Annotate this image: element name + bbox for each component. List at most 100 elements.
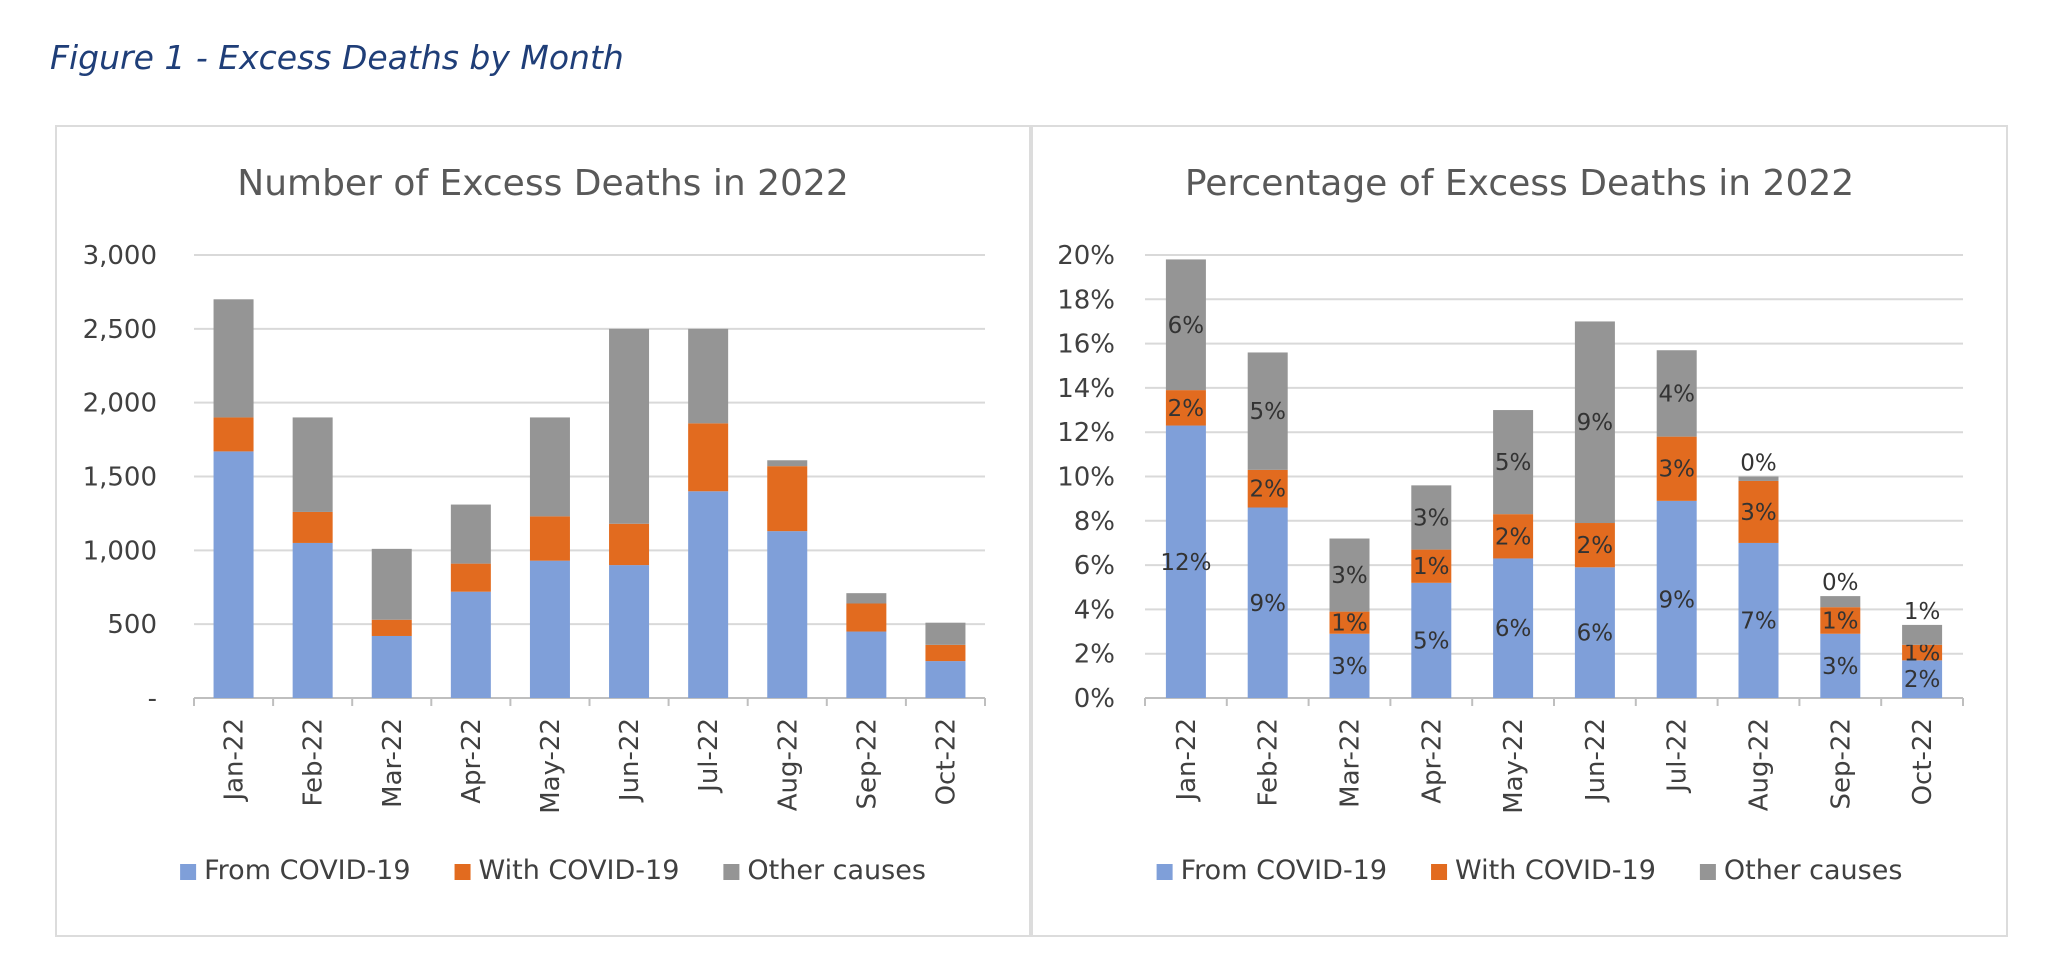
data-label-from-covid-19-jun-22: 6% (1577, 621, 1614, 647)
y-tick-label: 4% (1074, 595, 1115, 625)
y-tick-label: 6% (1074, 551, 1115, 581)
x-tick-label: Oct-22 (931, 718, 961, 805)
chart-title: Number of Excess Deaths in 2022 (237, 163, 848, 204)
data-label-from-covid-19-sep-22: 3% (1822, 654, 1859, 680)
x-tick-label: Sep-22 (852, 718, 882, 809)
bar-from-covid-19-aug-22 (1738, 542, 1779, 698)
legend-label-with-covid-19: With COVID-19 (479, 855, 680, 886)
bar-with-covid-19-sep-22 (846, 603, 887, 632)
x-tick-label: Aug-22 (773, 718, 803, 811)
y-tick-label: 18% (1057, 285, 1115, 315)
data-label-from-covid-19-mar-22: 3% (1331, 654, 1368, 680)
bar-from-covid-19-jun-22 (1574, 567, 1615, 698)
y-tick-label: 10% (1057, 463, 1115, 493)
y-tick-label: 20% (1057, 241, 1115, 271)
x-tick-label: Jan-22 (220, 718, 250, 803)
data-label-with-covid-19-sep-22: 1% (1822, 608, 1859, 634)
x-tick-label: Jan-22 (1172, 718, 1202, 803)
bar-other-causes-jan-22 (213, 299, 254, 418)
bar-with-covid-19-aug-22 (767, 466, 808, 532)
bar-from-covid-19-jan-22 (1165, 425, 1206, 698)
bar-with-covid-19-oct-22 (1902, 644, 1943, 661)
y-tick-label: 500 (107, 610, 157, 640)
bar-other-causes-aug-22 (1738, 476, 1779, 481)
legend-label-other-causes: Other causes (747, 855, 926, 886)
legend-swatch-from-covid-19 (1156, 864, 1173, 880)
stacked-bar-chart-percentage: Percentage of Excess Deaths in 2022 0% 2% 4… (1057, 163, 1964, 886)
bar-from-covid-19-jun-22 (609, 565, 650, 698)
data-label-with-covid-19-jan-22: 2% (1168, 396, 1205, 422)
legend-label-with-covid-19: With COVID-19 (1455, 855, 1656, 886)
bar-from-covid-19-may-22 (1493, 558, 1534, 698)
y-tick-label: 12% (1057, 418, 1115, 448)
x-tick-label: May-22 (1499, 718, 1529, 814)
data-label-other-causes-jul-22: 4% (1658, 381, 1695, 407)
bar-other-causes-feb-22 (1247, 352, 1288, 470)
x-tick-label: Mar-22 (1336, 718, 1366, 808)
data-label-with-covid-19-feb-22: 2% (1249, 477, 1286, 503)
bar-other-causes-sep-22 (846, 593, 887, 604)
bar-with-covid-19-jan-22 (1165, 390, 1206, 426)
bar-with-covid-19-apr-22 (1411, 549, 1452, 583)
bar-with-covid-19-mar-22 (371, 619, 412, 636)
x-tick-label: Mar-22 (378, 718, 408, 808)
y-tick-label: 2,000 (83, 389, 157, 419)
legend-label-from-covid-19: From COVID-19 (1181, 855, 1387, 886)
x-tick-label: Jun-22 (615, 718, 645, 803)
data-label-other-causes-mar-22: 3% (1331, 563, 1368, 589)
bar-other-causes-jul-22 (1656, 350, 1697, 437)
bar-with-covid-19-may-22 (1493, 514, 1534, 559)
bar-other-causes-aug-22 (767, 460, 808, 467)
bar-from-covid-19-sep-22 (846, 631, 887, 698)
bar-other-causes-feb-22 (292, 417, 333, 512)
bar-from-covid-19-sep-22 (1820, 633, 1861, 698)
x-tick-label: Oct-22 (1908, 718, 1938, 805)
bar-other-causes-oct-22 (925, 622, 966, 645)
y-tick-label: 16% (1057, 330, 1115, 360)
bar-from-covid-19-feb-22 (1247, 507, 1288, 698)
bar-from-covid-19-jul-22 (1656, 500, 1697, 698)
bar-other-causes-apr-22 (1411, 485, 1452, 550)
bar-with-covid-19-mar-22 (1329, 611, 1370, 634)
y-tick-label: 2% (1074, 640, 1115, 670)
data-label-with-covid-19-may-22: 2% (1495, 524, 1532, 550)
bar-from-covid-19-aug-22 (767, 531, 808, 698)
chart-panel-number-of-excess-deaths: Number of Excess Deaths in 2022 - 500 1,000… (55, 125, 1031, 937)
data-label-from-covid-19-apr-22: 5% (1413, 628, 1450, 654)
bar-other-causes-jul-22 (688, 328, 729, 424)
x-tick-label: Apr-22 (1417, 718, 1447, 804)
chart-panel-percentage-of-excess-deaths: Percentage of Excess Deaths in 2022 0% 2% 4… (1031, 125, 2008, 937)
bar-other-causes-may-22 (529, 417, 570, 517)
y-tick-label: 1,500 (83, 463, 157, 493)
data-label-other-causes-sep-22: 0% (1822, 570, 1859, 596)
data-label-with-covid-19-apr-22: 1% (1413, 554, 1450, 580)
x-tick-label: Sep-22 (1826, 718, 1856, 809)
bar-with-covid-19-aug-22 (1738, 480, 1779, 543)
bar-other-causes-jun-22 (609, 328, 650, 524)
figure-caption: Figure 1 - Excess Deaths by Month (50, 38, 624, 77)
bar-from-covid-19-feb-22 (292, 542, 333, 698)
bar-from-covid-19-apr-22 (450, 591, 491, 698)
bar-with-covid-19-apr-22 (450, 563, 491, 592)
bar-other-causes-jun-22 (1574, 321, 1615, 524)
bar-with-covid-19-may-22 (529, 516, 570, 561)
legend-swatch-with-covid-19 (1431, 864, 1448, 880)
bar-from-covid-19-jul-22 (688, 491, 729, 698)
y-tick-label: - (148, 684, 157, 714)
data-label-other-causes-feb-22: 5% (1249, 399, 1286, 425)
bar-with-covid-19-jun-22 (1574, 523, 1615, 568)
x-tick-label: Jul-22 (694, 718, 724, 794)
bar-from-covid-19-oct-22 (925, 661, 966, 698)
bar-from-covid-19-apr-22 (1411, 582, 1452, 698)
data-label-other-causes-may-22: 5% (1495, 450, 1532, 476)
bar-with-covid-19-feb-22 (292, 511, 333, 543)
bar-from-covid-19-jan-22 (213, 451, 254, 698)
bar-from-covid-19-mar-22 (1329, 633, 1370, 698)
data-label-from-covid-19-aug-22: 7% (1740, 608, 1777, 634)
bar-other-causes-jan-22 (1165, 259, 1206, 391)
x-tick-label: Apr-22 (457, 718, 487, 804)
data-label-with-covid-19-aug-22: 3% (1740, 500, 1777, 526)
legend-swatch-other-causes (723, 864, 740, 880)
bar-other-causes-mar-22 (1329, 538, 1370, 612)
data-label-from-covid-19-may-22: 6% (1495, 616, 1532, 642)
